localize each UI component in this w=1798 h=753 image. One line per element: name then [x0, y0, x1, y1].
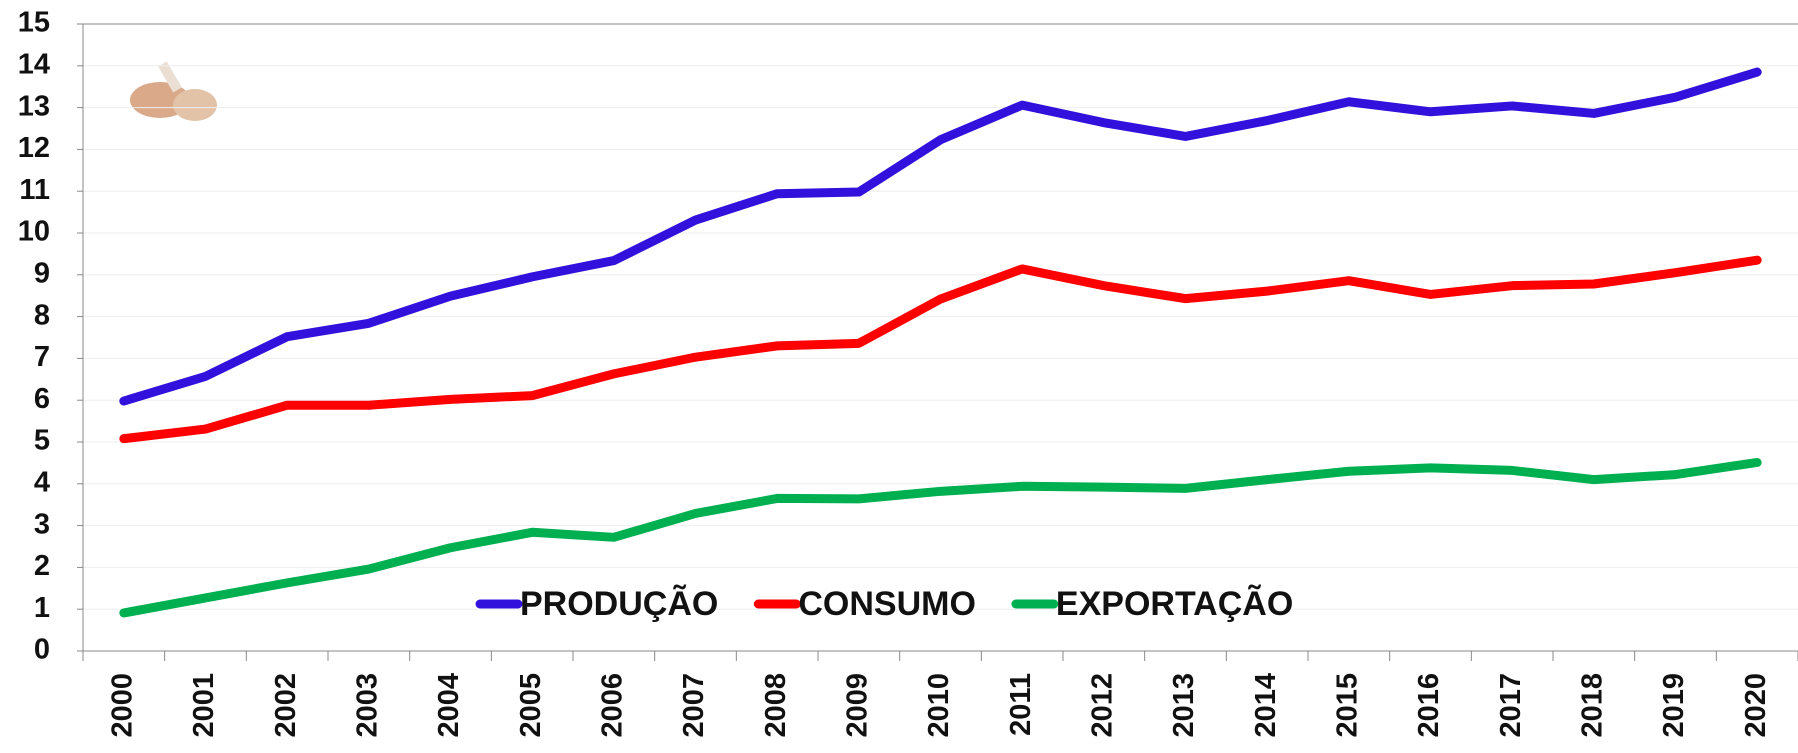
- y-tick-label: 13: [18, 90, 50, 122]
- x-tick-label: 2018: [1576, 673, 1608, 738]
- x-tick-label: 2009: [841, 673, 873, 738]
- y-tick-label: 2: [34, 550, 50, 582]
- x-tick-label: 2016: [1413, 673, 1445, 738]
- y-tick-label: 3: [34, 508, 50, 540]
- y-tick-label: 14: [18, 48, 50, 80]
- y-tick-label: 11: [19, 174, 50, 206]
- y-tick-label: 15: [18, 7, 50, 39]
- legend-label: PRODUÇÃO: [520, 585, 718, 623]
- y-tick-label: 6: [34, 383, 50, 415]
- x-tick-label: 2017: [1495, 673, 1527, 738]
- legend-label: EXPORTAÇÃO: [1056, 585, 1293, 623]
- y-tick-label: 7: [34, 341, 50, 373]
- series-line: [124, 260, 1757, 438]
- x-tick-label: 2007: [678, 673, 710, 738]
- x-tick-label: 2019: [1658, 673, 1690, 738]
- y-tick-label: 0: [34, 634, 50, 666]
- x-tick-label: 2011: [1005, 673, 1037, 736]
- x-tick-label: 2001: [188, 673, 220, 738]
- y-tick-label: 5: [34, 425, 50, 457]
- x-tick-label: 2013: [1168, 673, 1200, 738]
- legend-label: CONSUMO: [798, 585, 976, 623]
- x-tick-label: 2010: [923, 673, 955, 738]
- x-tick-label: 2006: [596, 673, 628, 738]
- x-tick-label: 2014: [1250, 673, 1282, 738]
- x-tick-label: 2000: [106, 673, 138, 738]
- chart: 0123456789101112131415200020012002200320…: [0, 0, 1798, 753]
- x-tick-label: 2005: [515, 673, 547, 738]
- y-tick-label: 9: [34, 257, 50, 289]
- y-tick-label: 12: [18, 132, 50, 164]
- y-tick-label: 8: [34, 299, 50, 331]
- y-tick-label: 10: [18, 216, 50, 248]
- x-tick-label: 2020: [1740, 673, 1772, 738]
- x-tick-label: 2008: [760, 673, 792, 738]
- x-tick-label: 2002: [270, 673, 302, 738]
- x-tick-label: 2003: [351, 673, 383, 738]
- y-tick-label: 4: [34, 466, 50, 498]
- x-tick-label: 2004: [433, 673, 465, 738]
- chicken-icon: [130, 62, 217, 121]
- x-tick-label: 2012: [1086, 673, 1118, 738]
- series-line: [124, 72, 1757, 401]
- x-tick-label: 2015: [1331, 673, 1363, 738]
- y-tick-label: 1: [34, 592, 50, 624]
